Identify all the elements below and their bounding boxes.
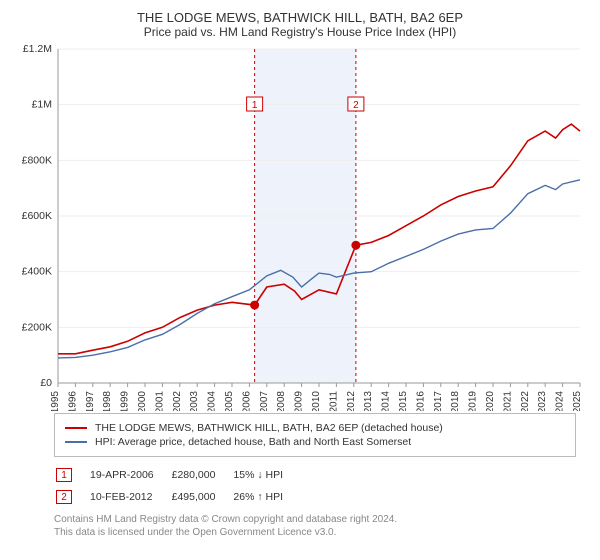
svg-text:1996: 1996 [67,391,78,411]
footer: Contains HM Land Registry data © Crown c… [54,513,586,539]
svg-text:1997: 1997 [85,391,96,411]
footer-line: This data is licensed under the Open Gov… [54,526,586,539]
svg-text:2004: 2004 [207,391,218,411]
svg-text:2001: 2001 [154,391,165,411]
chart-area: £0 £200K £400K £600K £800K £1M £1.2M 1995 1996 19… [14,43,586,411]
legend-item: HPI: Average price, detached house, Bath… [65,436,565,448]
svg-text:£0: £0 [40,377,52,389]
events-table: 1 19-APR-2006 £280,000 15% ↓ HPI 2 10-FE… [54,463,301,509]
legend-swatch [65,427,87,429]
svg-text:£200K: £200K [22,321,52,333]
svg-text:1: 1 [252,100,258,111]
svg-text:2025: 2025 [572,391,583,411]
svg-text:2017: 2017 [433,391,444,411]
svg-text:2013: 2013 [363,391,374,411]
svg-text:2011: 2011 [328,391,339,411]
svg-text:2: 2 [353,100,359,111]
event-marker-icon: 1 [56,468,72,482]
svg-text:2020: 2020 [485,391,496,411]
event-delta: 26% ↑ HPI [233,487,299,507]
svg-text:2024: 2024 [555,391,566,411]
event-date: 19-APR-2006 [90,465,170,485]
svg-text:1999: 1999 [120,391,131,411]
svg-text:2008: 2008 [276,391,287,411]
svg-text:2016: 2016 [415,391,426,411]
chart-subtitle: Price paid vs. HM Land Registry's House … [14,25,586,39]
svg-text:2002: 2002 [172,391,183,411]
svg-text:2021: 2021 [502,391,513,411]
svg-text:2006: 2006 [241,391,252,411]
event-price: £280,000 [172,465,232,485]
legend-swatch [65,441,87,443]
svg-text:2000: 2000 [137,391,148,411]
svg-text:2010: 2010 [311,391,322,411]
svg-text:2005: 2005 [224,391,235,411]
svg-text:2023: 2023 [537,391,548,411]
svg-text:2018: 2018 [450,391,461,411]
svg-text:1998: 1998 [102,391,113,411]
chart-container: THE LODGE MEWS, BATHWICK HILL, BATH, BA2… [0,0,600,560]
svg-text:2019: 2019 [468,391,479,411]
legend-label: THE LODGE MEWS, BATHWICK HILL, BATH, BA2… [95,422,443,434]
svg-text:2022: 2022 [520,391,531,411]
svg-text:2015: 2015 [398,391,409,411]
svg-text:2012: 2012 [346,391,357,411]
line-chart-svg: £0 £200K £400K £600K £800K £1M £1.2M 1995 1996 19… [14,43,586,411]
legend-item: THE LODGE MEWS, BATHWICK HILL, BATH, BA2… [65,422,565,434]
footer-line: Contains HM Land Registry data © Crown c… [54,513,586,526]
svg-text:£800K: £800K [22,154,52,166]
table-row: 1 19-APR-2006 £280,000 15% ↓ HPI [56,465,299,485]
svg-text:1995: 1995 [50,391,61,411]
event-delta: 15% ↓ HPI [233,465,299,485]
event-marker-icon: 2 [56,490,72,504]
svg-text:2003: 2003 [189,391,200,411]
titles: THE LODGE MEWS, BATHWICK HILL, BATH, BA2… [14,10,586,39]
chart-title: THE LODGE MEWS, BATHWICK HILL, BATH, BA2… [14,10,586,25]
svg-text:2007: 2007 [259,391,270,411]
svg-text:2009: 2009 [294,391,305,411]
svg-text:£1M: £1M [32,99,52,111]
svg-text:£600K: £600K [22,210,52,222]
svg-text:£1.2M: £1.2M [23,43,52,55]
event-price: £495,000 [172,487,232,507]
legend-label: HPI: Average price, detached house, Bath… [95,436,411,448]
svg-text:£400K: £400K [22,266,52,278]
svg-text:2014: 2014 [381,391,392,411]
event-date: 10-FEB-2012 [90,487,170,507]
legend: THE LODGE MEWS, BATHWICK HILL, BATH, BA2… [54,413,576,457]
table-row: 2 10-FEB-2012 £495,000 26% ↑ HPI [56,487,299,507]
